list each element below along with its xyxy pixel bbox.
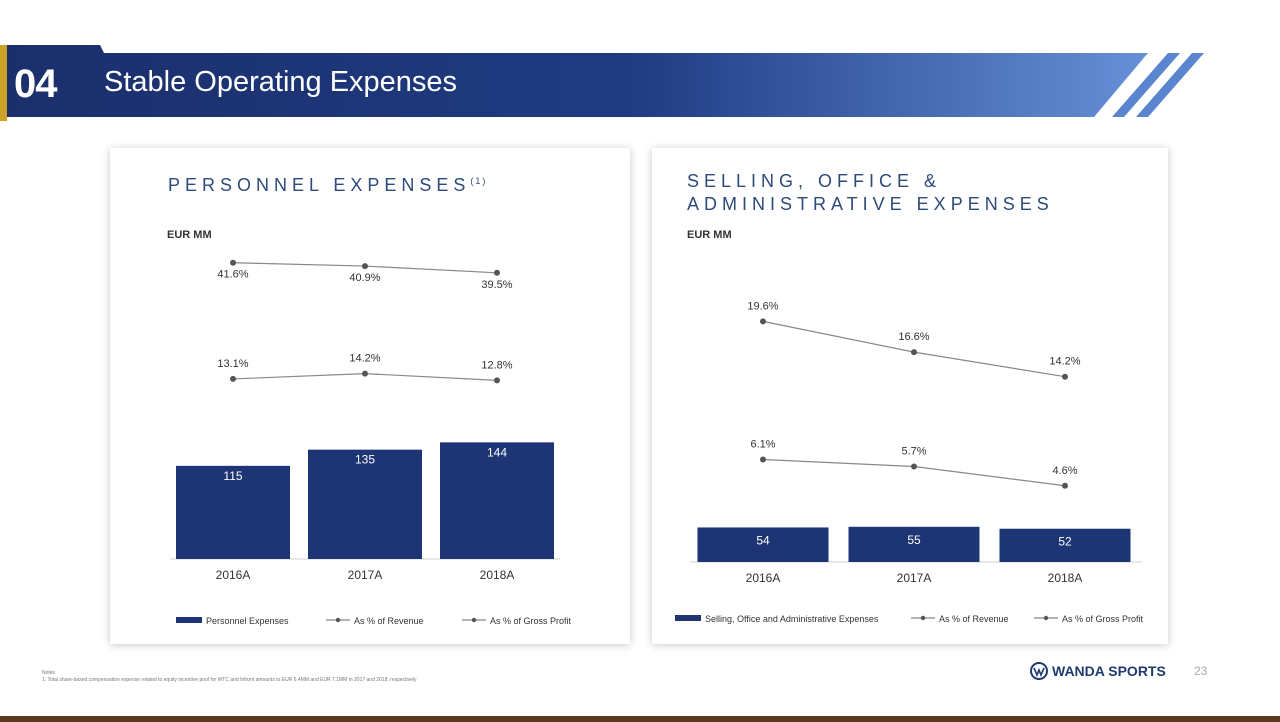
chart-title: PERSONNEL EXPENSES(1) [168,175,488,195]
line-point [911,463,917,470]
line-point [760,318,766,325]
legend-label: Selling, Office and Administrative Expen… [705,614,879,624]
line-point [230,375,236,382]
bar-data-label: 54 [756,533,770,547]
legend-label: As % of Revenue [939,614,1009,624]
x-tick-label: 2018A [1048,571,1083,585]
line-data-label: 16.6% [898,331,929,343]
line-data-label: 39.5% [481,279,512,291]
bar-data-label: 135 [355,453,375,467]
bottom-rule [0,716,1280,722]
legend-label: As % of Revenue [354,616,424,626]
line-point [362,370,368,377]
personnel-expenses-chart: 115 135 144 41.6% 40.9% 39.5% 13.1% 14.2% 12.8% 2… [170,259,572,626]
line-data-label: 6.1% [750,439,775,451]
line-data-label: 4.6% [1052,465,1077,477]
legend-swatch-point [920,615,926,621]
footnote: Notes 1. Total share-based compensation … [42,670,417,684]
line-data-label: 5.7% [901,446,926,458]
line-point [911,349,917,356]
wanda-sports-logo: WANDA SPORTS [1030,660,1166,682]
line-point [494,269,500,276]
bar-data-label: 115 [223,469,242,483]
legend-swatch-bar [675,615,701,621]
section-number: 04 [14,62,57,106]
sga-expenses-chart: 54 55 52 19.6% 16.6% 14.2% 6.1% 5.7% 4.6% 2016A 20… [675,300,1144,624]
banner-shape [0,45,1204,121]
bar [848,526,980,562]
page-number: 23 [1194,664,1208,678]
line-point [1062,373,1068,380]
series-line [762,320,1066,378]
bar [440,442,554,559]
line-point [362,263,368,270]
legend-swatch-point [335,617,341,623]
line-point [760,456,766,463]
bar-data-label: 55 [907,533,921,547]
unit-label: EUR MM [167,229,212,241]
wanda-logo-icon [1030,662,1048,680]
line-data-label: 41.6% [217,269,248,281]
footnote-label: Notes [42,670,56,676]
logo-text: WANDA SPORTS [1052,663,1166,679]
x-tick-label: 2018A [480,568,515,582]
x-tick-label: 2016A [216,568,251,582]
bar [999,528,1131,562]
legend-label: Personnel Expenses [206,616,289,626]
legend-swatch-point [1043,615,1049,621]
legend-swatch-point [471,617,477,623]
bar [697,527,829,562]
line-point [1062,482,1068,489]
line-data-label: 12.8% [481,359,512,371]
unit-label: EUR MM [687,229,732,241]
line-data-label: 14.2% [1049,356,1080,368]
x-tick-label: 2016A [746,571,781,585]
footnote-text: 1. Total share-based compensation expens… [42,677,417,683]
x-tick-label: 2017A [897,571,932,585]
legend-swatch-bar [176,617,202,623]
series-line [762,458,1066,487]
x-tick-label: 2017A [348,568,383,582]
chart-title: SELLING, OFFICE & ADMINISTRATIVE EXPENSES [687,171,1054,214]
line-point [230,259,236,266]
legend-label: As % of Gross Profit [1062,614,1144,624]
bar-data-label: 52 [1058,535,1072,549]
line-data-label: 13.1% [217,358,248,370]
line-data-label: 14.2% [349,353,380,365]
line-data-label: 40.9% [349,272,380,284]
line-data-label: 19.6% [747,300,778,312]
legend-label: As % of Gross Profit [490,616,572,626]
title-banner [0,45,1210,123]
personnel-expenses-card: PERSONNEL EXPENSES(1) EUR MM 115 135 144 41… [110,148,630,644]
line-point [494,377,500,384]
sga-expenses-card: SELLING, OFFICE & ADMINISTRATIVE EXPENSES… [652,148,1168,644]
bar [176,465,290,559]
bar [308,449,422,559]
slide-title: Stable Operating Expenses [104,66,458,98]
bar-data-label: 144 [487,445,507,459]
